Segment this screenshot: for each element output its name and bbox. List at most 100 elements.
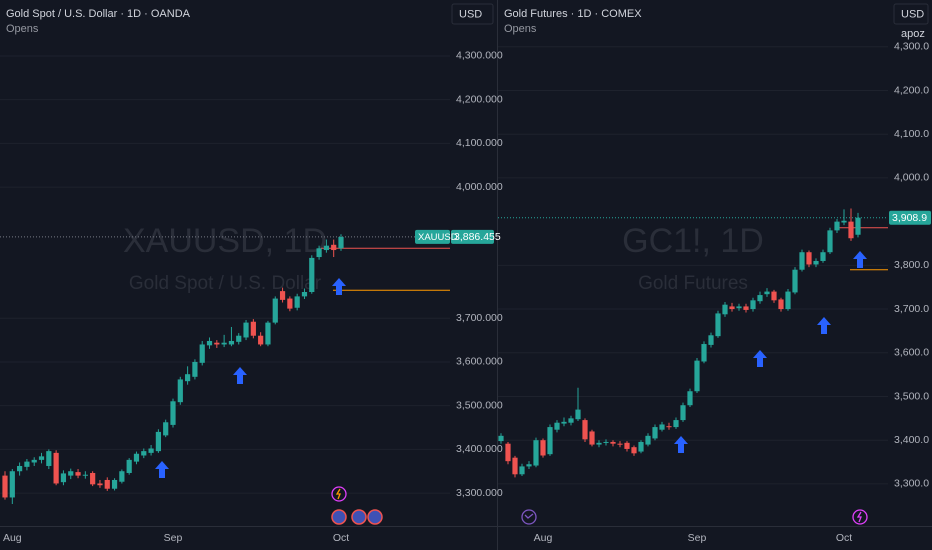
candle-body — [119, 471, 125, 482]
price-tag-label: 3,886.455 — [454, 231, 501, 243]
candle-body — [743, 306, 749, 310]
candle-body — [638, 441, 644, 452]
candle-body — [722, 304, 728, 315]
watermark: GC1!, 1D — [622, 222, 764, 260]
x-tick-label: Oct — [836, 532, 852, 544]
candle-body — [827, 230, 833, 253]
candle-body — [757, 295, 763, 302]
chart-pane: XAUUSD, 1D Gold Spot / U.S. Dollar — [0, 55, 450, 505]
event-icon[interactable] — [351, 509, 367, 525]
candle-body — [199, 344, 205, 363]
candle-body — [596, 442, 602, 445]
candle-body — [258, 335, 264, 345]
candle-body — [272, 298, 278, 323]
candle-body — [659, 424, 665, 430]
candle-body — [855, 217, 861, 235]
event-glyph — [856, 511, 862, 523]
currency-label: USD — [459, 8, 482, 20]
candle-body — [2, 475, 8, 498]
candle-body — [46, 451, 52, 466]
candle-body — [236, 335, 242, 342]
candle-body — [75, 472, 81, 476]
symbol-tag-label: XAUUSD — [418, 232, 458, 243]
candle-body — [309, 257, 315, 293]
candle-body — [133, 453, 140, 462]
y-tick-label: 4,300.0 — [894, 41, 929, 53]
candle-body — [631, 447, 637, 454]
candle-body — [498, 435, 504, 442]
candle-body — [97, 483, 103, 486]
watermark: XAUUSD, 1D — [123, 222, 327, 260]
candle-body — [148, 448, 154, 453]
watermark-subtitle: Gold Futures — [638, 273, 748, 294]
candle-body — [582, 420, 588, 440]
candle-body — [126, 459, 132, 473]
chart-pane: GC1!, 1D Gold Futures — [498, 46, 888, 485]
candle-body — [279, 291, 286, 300]
candle-body — [813, 260, 819, 265]
y-tick-label: 3,800.0 — [894, 259, 929, 271]
candle-body — [841, 220, 847, 223]
candle-body — [250, 321, 256, 336]
candle-body — [645, 435, 651, 445]
user-label: apoz — [901, 28, 925, 40]
candle-body — [287, 298, 293, 309]
y-tick-label: 4,100.000 — [456, 137, 503, 149]
candle-body — [331, 244, 337, 251]
candle-body — [265, 322, 271, 345]
candle-body — [785, 291, 791, 310]
currency-button[interactable] — [451, 3, 494, 25]
candle-body — [540, 440, 546, 456]
arrow — [817, 317, 831, 334]
candle-body — [834, 221, 840, 231]
y-tick-label: 4,300.000 — [456, 50, 503, 62]
event-icons — [331, 486, 868, 525]
event-icon[interactable] — [367, 509, 383, 525]
candle-body — [301, 292, 308, 297]
arrow — [853, 251, 867, 268]
chart-title: Gold Spot / U.S. Dollar · 1D · OANDA — [6, 8, 191, 20]
event-glyph — [524, 513, 534, 519]
candle-body — [31, 459, 37, 463]
candle-body — [792, 269, 798, 293]
candle-body — [736, 306, 742, 309]
candle-body — [561, 421, 567, 424]
candle-body — [554, 422, 560, 430]
candle-body — [221, 342, 227, 345]
candle-body — [624, 442, 630, 449]
x-tick-label: Sep — [688, 532, 707, 544]
candle-body — [603, 441, 609, 443]
arrow — [332, 278, 346, 295]
candle-body — [90, 472, 96, 485]
candle-body — [687, 391, 693, 406]
indicator-name: Opens — [504, 23, 537, 35]
candle-body — [163, 422, 169, 436]
candle-body — [547, 427, 553, 455]
candle-body — [53, 452, 59, 484]
candle-body — [701, 344, 707, 362]
candle-body — [294, 296, 300, 308]
y-tick-label: 3,500.000 — [456, 399, 503, 411]
price-tag: 3,908.9 — [889, 210, 931, 225]
y-tick-label: 3,600.000 — [456, 356, 503, 368]
y-tick-label: 3,400.0 — [894, 434, 929, 446]
candle-body — [60, 473, 67, 483]
candle-body — [24, 461, 30, 467]
candle-body — [104, 479, 110, 489]
currency-button[interactable] — [893, 3, 929, 25]
event-icon[interactable] — [331, 509, 347, 525]
x-tick-label: Aug — [3, 532, 22, 544]
y-tick-label: 3,600.0 — [894, 347, 929, 359]
symbol-tag-box — [415, 229, 450, 244]
price-tag-box — [889, 210, 931, 225]
candle-body — [764, 291, 770, 295]
watermark-subtitle: Gold Spot / U.S. Dollar — [129, 273, 322, 294]
currency-label: USD — [901, 8, 924, 20]
candle-body — [111, 479, 118, 489]
y-tick-label: 3,300.000 — [456, 487, 503, 499]
candle-body — [575, 409, 581, 420]
